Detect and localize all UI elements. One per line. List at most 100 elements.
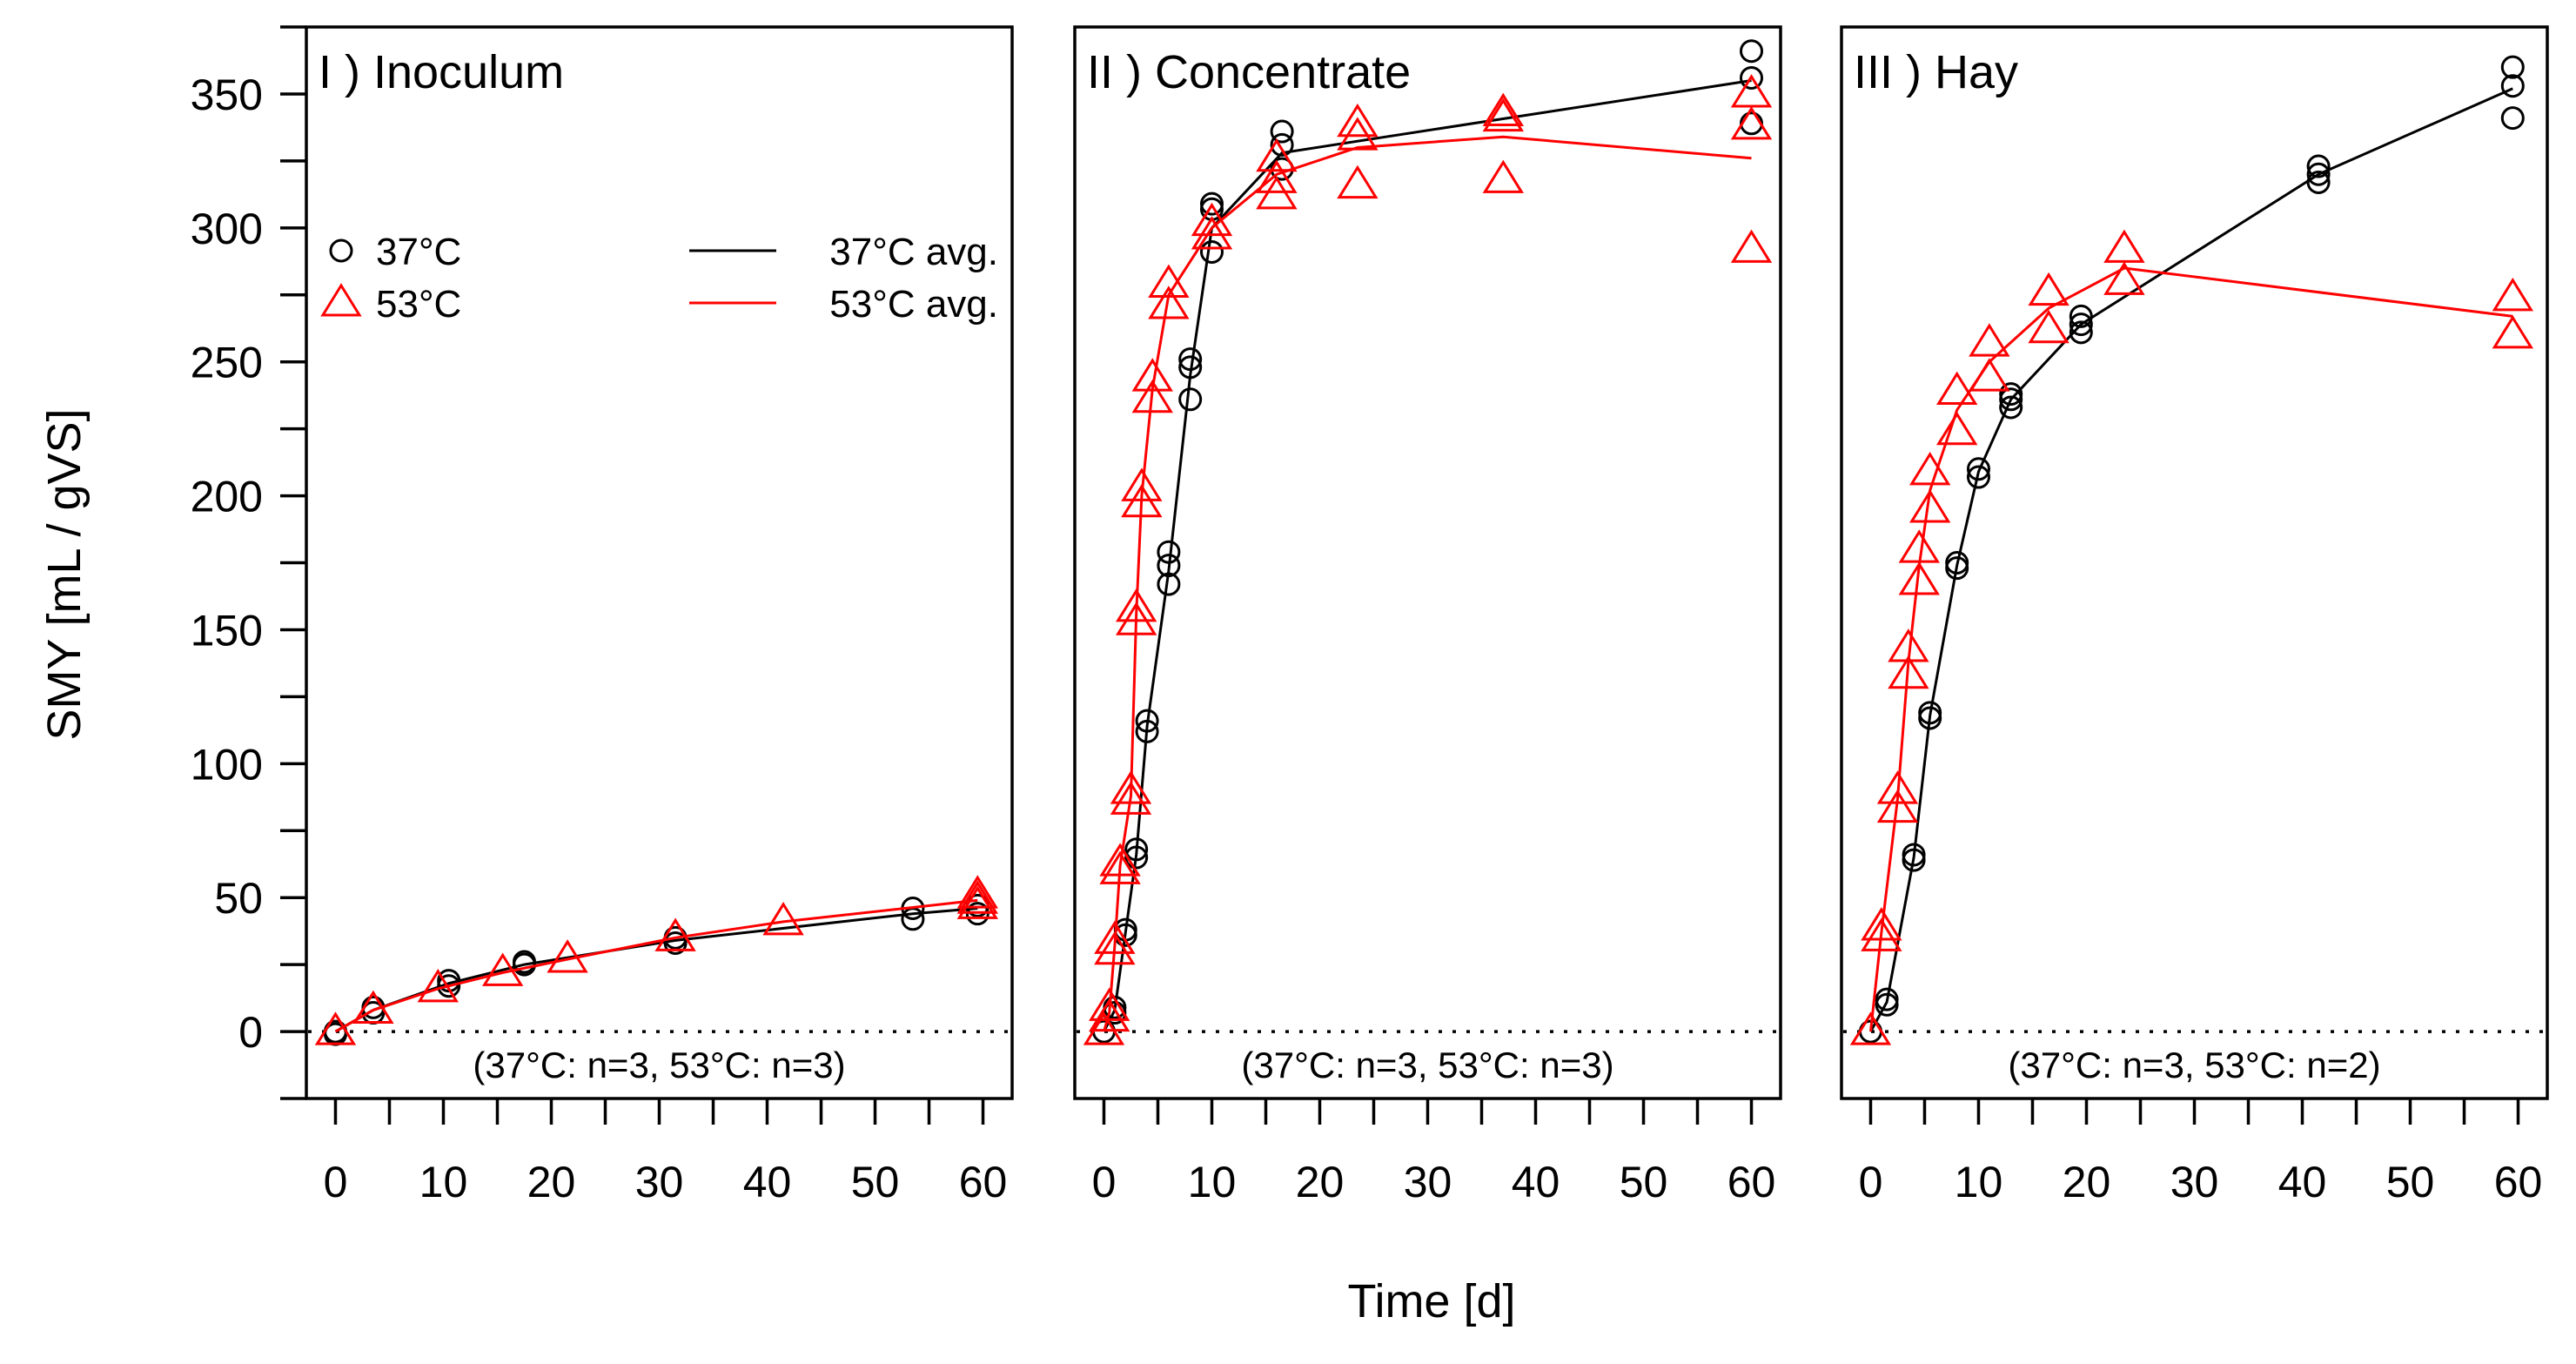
panel-title: I ) Inoculum <box>319 46 564 98</box>
panel-note: (37°C: n=3, 53°C: n=2) <box>2008 1045 2380 1085</box>
data-point-53c <box>1888 655 1929 689</box>
data-point-53c <box>2492 277 2534 312</box>
data-point-53c <box>1191 202 1233 237</box>
data-point-53c <box>2028 309 2070 344</box>
x-tick-label: 30 <box>635 1158 684 1206</box>
data-point-37c <box>1124 845 1149 870</box>
y-tick-label: 300 <box>191 205 263 253</box>
data-point-53c <box>1936 371 1978 406</box>
data-point-37c <box>1157 540 1181 564</box>
avg-line-53c <box>1869 266 2513 1032</box>
data-point-53c <box>1337 117 1379 151</box>
data-point-53c <box>956 875 999 909</box>
y-tick-label: 150 <box>191 606 263 655</box>
data-point-53c <box>314 1011 357 1045</box>
data-point-53c <box>1730 106 1773 140</box>
data-point-53c <box>1849 1011 1892 1045</box>
data-point-37c <box>1178 387 1203 412</box>
avg-line-37c <box>334 907 978 1033</box>
x-tick-label: 40 <box>2278 1158 2327 1206</box>
data-point-37c <box>512 950 536 974</box>
data-point-53c <box>1099 843 1141 877</box>
data-point-53c <box>1094 920 1136 954</box>
data-point-37c <box>1178 347 1203 372</box>
data-point-37c <box>1135 719 1159 743</box>
x-tick-label: 20 <box>2063 1158 2111 1206</box>
y-tick-label: 50 <box>214 874 263 923</box>
data-point-37c <box>1902 843 1926 867</box>
data-point-53c <box>956 880 999 914</box>
data-point-53c <box>1909 489 1951 523</box>
legend-label: 37°C <box>376 231 461 273</box>
plot-area <box>314 875 999 1046</box>
data-point-37c <box>2500 55 2525 79</box>
panels: 0 10 20 30 40 50 60 I ) Inoculum (37°C: n=3, 53°… <box>305 25 2549 1206</box>
data-point-37c <box>1178 355 1203 380</box>
data-point-53c <box>1099 850 1141 884</box>
data-point-53c <box>1110 770 1152 804</box>
data-point-37c <box>1740 65 1764 90</box>
data-point-37c <box>1875 987 1899 1011</box>
data-point-53c <box>1482 159 1524 193</box>
data-point-53c <box>417 968 459 1003</box>
data-point-53c <box>1969 358 2010 392</box>
legend-marker-triangle <box>320 283 362 317</box>
plot-area <box>1849 55 2534 1045</box>
y-tick-label: 250 <box>191 339 263 387</box>
data-point-53c <box>1730 229 1773 263</box>
data-point-53c <box>1110 781 1152 815</box>
data-point-53c <box>1898 561 1940 595</box>
x-tick-label: 30 <box>1404 1158 1452 1206</box>
x-tick-label: 0 <box>324 1158 348 1206</box>
x-tick-label: 20 <box>527 1158 576 1206</box>
panel-3: 0 10 20 30 40 50 60 III ) Hay (37°C: n=3, 53°C: … <box>1840 25 2549 1206</box>
x-tick-label: 0 <box>1092 1158 1117 1206</box>
x-tick-label: 50 <box>851 1158 900 1206</box>
data-point-53c <box>956 885 999 919</box>
y-tick-label: 200 <box>191 473 263 521</box>
legend-marker-circle <box>329 239 353 263</box>
data-point-37c <box>1945 551 1969 574</box>
data-point-53c <box>1148 286 1190 319</box>
y-axis: 0 50 100 150 200 250 300 350 <box>191 25 306 1100</box>
data-point-53c <box>1148 264 1190 298</box>
data-point-53c <box>1337 165 1379 199</box>
x-tick-label: 10 <box>1188 1158 1237 1206</box>
data-point-53c <box>654 917 696 951</box>
data-point-53c <box>1256 159 1298 193</box>
x-tick-label: 60 <box>1727 1158 1776 1206</box>
data-point-53c <box>1888 628 1929 662</box>
legend-label: 53°C <box>376 283 461 326</box>
panel-note: (37°C: n=3, 53°C: n=3) <box>1241 1045 1613 1085</box>
y-axis-title: SMY [mL / gVS] <box>38 408 91 740</box>
data-point-53c <box>1131 379 1173 413</box>
data-point-37c <box>1157 554 1181 578</box>
x-tick-label: 60 <box>959 1158 1008 1206</box>
data-point-53c <box>1482 92 1524 126</box>
legend: 37°C 53°C 37°C avg. 53°C avg. <box>320 231 998 326</box>
data-point-53c <box>1115 601 1157 635</box>
avg-line-37c <box>1869 87 2513 1032</box>
data-point-53c <box>1969 323 2010 357</box>
x-tick-label: 50 <box>1620 1158 1668 1206</box>
data-point-37c <box>2500 74 2525 98</box>
avg-line-53c <box>334 898 978 1033</box>
panel-2: 0 10 20 30 40 50 60 II ) Concentrate (37°C: n=3,… <box>1073 25 1782 1206</box>
panel-frame <box>1073 25 1782 1100</box>
data-point-53c <box>1083 1011 1125 1045</box>
data-point-37c <box>2069 320 2093 345</box>
avg-line-37c <box>1103 79 1752 1032</box>
x-axis-title: Time [d] <box>1347 1275 1515 1327</box>
x-tick-label: 10 <box>1955 1158 2003 1206</box>
data-point-53c <box>1115 588 1157 622</box>
data-point-53c <box>2492 315 2534 349</box>
data-point-53c <box>1482 97 1524 132</box>
data-point-37c <box>1999 382 2023 407</box>
data-point-53c <box>1876 770 1919 804</box>
data-point-37c <box>1199 191 1224 216</box>
data-point-37c <box>2306 162 2331 186</box>
data-point-53c <box>2103 229 2145 263</box>
data-point-53c <box>1191 216 1233 250</box>
data-point-53c <box>352 990 394 1024</box>
